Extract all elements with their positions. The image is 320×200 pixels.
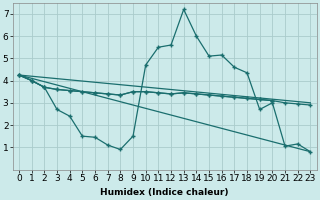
X-axis label: Humidex (Indice chaleur): Humidex (Indice chaleur) xyxy=(100,188,229,197)
